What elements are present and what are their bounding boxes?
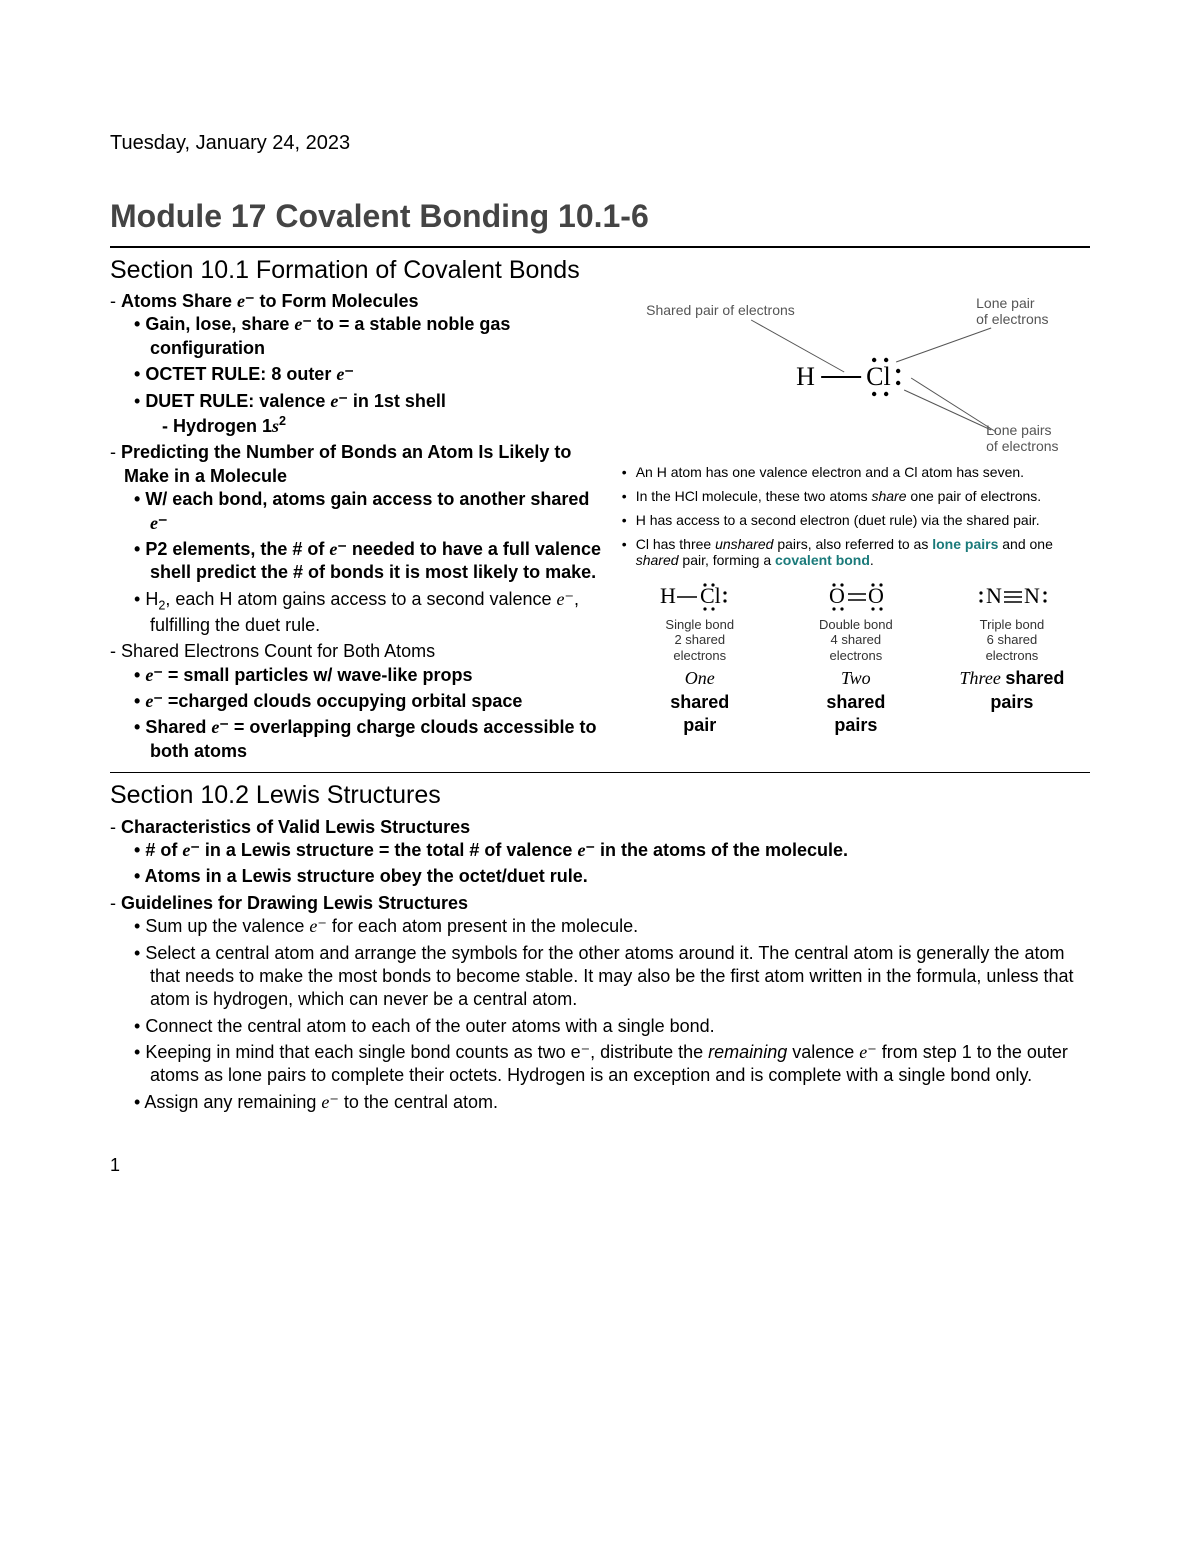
atom-h: H — [796, 362, 815, 391]
topic-atoms-share: Atoms Share e⁻ to Form Molecules Gain, l… — [110, 290, 602, 438]
single-bond-structure: H Cl — [626, 581, 774, 613]
triple-bond-cell: N N Triple bond6 sharedelectrons Three s… — [934, 581, 1090, 738]
topic-guidelines: Guidelines for Drawing Lewis Structures … — [110, 892, 1090, 1115]
topic-predicting-bonds: Predicting the Number of Bonds an Atom I… — [110, 441, 602, 637]
triple-bond-count: Three shared — [938, 667, 1086, 690]
single-bond-desc: Single bond2 sharedelectrons — [626, 617, 774, 664]
hcl-diagram: Shared pair of electrons Lone pair of el… — [622, 290, 1090, 460]
lone-pairs-label-1: Lone pairs — [986, 422, 1051, 438]
triple-bond-desc: Triple bond6 sharedelectrons — [938, 617, 1086, 664]
topic-characteristics: Characteristics of Valid Lewis Structure… — [110, 816, 1090, 889]
section-10-1-title: Section 10.1 Formation of Covalent Bonds — [110, 254, 1090, 287]
page-number: 1 — [110, 1154, 1090, 1177]
bullet: e⁻ = small particles w/ wave-like props — [150, 664, 602, 687]
svg-text:Cl: Cl — [700, 583, 721, 608]
bullet: Shared e⁻ = overlapping charge clouds ac… — [150, 716, 602, 763]
bullet: Gain, lose, share e⁻ to = a stable noble… — [150, 313, 602, 360]
topic-shared-electrons: Shared Electrons Count for Both Atoms e⁻… — [110, 640, 602, 763]
bullet: # of e⁻ in a Lewis structure = the total… — [150, 839, 1090, 862]
lone-pair-label-1: Lone pair — [976, 295, 1035, 311]
section-10-2-title: Section 10.2 Lewis Structures — [110, 779, 1090, 812]
heading-text: Atoms Share e⁻ to Form Molecules — [121, 291, 419, 311]
lone-pairs-label-2: of electrons — [986, 438, 1058, 454]
svg-text:O: O — [868, 583, 884, 608]
bullet: P2 elements, the # of e⁻ needed to have … — [150, 538, 602, 585]
single-bond-count2: sharedpair — [626, 691, 774, 738]
bullet: Atoms in a Lewis structure obey the octe… — [150, 865, 1090, 888]
right-column: Shared pair of electrons Lone pair of el… — [622, 290, 1090, 766]
bullet: Connect the central atom to each of the … — [150, 1015, 1090, 1038]
section-10-2-body: Characteristics of Valid Lewis Structure… — [110, 816, 1090, 1115]
bullet: Assign any remaining e⁻ to the central a… — [150, 1091, 1090, 1114]
section-10-1-body: Atoms Share e⁻ to Form Molecules Gain, l… — [110, 290, 1090, 766]
triple-bond-structure: N N — [938, 581, 1086, 613]
bullet: Select a central atom and arrange the sy… — [150, 942, 1090, 1012]
triple-bond-count2: pairs — [938, 691, 1086, 714]
left-column: Atoms Share e⁻ to Form Molecules Gain, l… — [110, 290, 602, 766]
bullet: e⁻ =charged clouds occupying orbital spa… — [150, 690, 602, 713]
double-bond-desc: Double bond4 sharedelectrons — [782, 617, 930, 664]
bond-types-row: H Cl Single bond2 sharedelectrons One sh… — [622, 581, 1090, 738]
shared-pair-label: Shared pair of electrons — [646, 302, 795, 318]
bullet: OCTET RULE: 8 outer e⁻ — [150, 363, 602, 386]
double-bond-count2: sharedpairs — [782, 691, 930, 738]
note: An H atom has one valence electron and a… — [622, 464, 1090, 480]
svg-text:H: H — [660, 583, 676, 608]
svg-text:N: N — [986, 583, 1002, 608]
lone-pair-label-2: of electrons — [976, 311, 1048, 327]
heading-text: Shared Electrons Count for Both Atoms — [121, 641, 435, 661]
bullet: Sum up the valence e⁻ for each atom pres… — [150, 915, 1090, 938]
module-title: Module 17 Covalent Bonding 10.1-6 — [110, 196, 1090, 238]
date-line: Tuesday, January 24, 2023 — [110, 130, 1090, 156]
heading-text: Characteristics of Valid Lewis Structure… — [121, 817, 470, 837]
heading-text: Predicting the Number of Bonds an Atom I… — [121, 442, 571, 485]
svg-text:N: N — [1024, 583, 1040, 608]
double-bond-structure: O O — [782, 581, 930, 613]
section-divider — [110, 772, 1090, 773]
single-bond-cell: H Cl Single bond2 sharedelectrons One sh… — [622, 581, 778, 738]
bullet: Keeping in mind that each single bond co… — [150, 1041, 1090, 1088]
double-bond-count: Two — [782, 667, 930, 690]
atom-cl: Cl — [866, 362, 891, 391]
sub-bullet: Hydrogen 1s2 — [176, 413, 602, 438]
note: H has access to a second electron (duet … — [622, 512, 1090, 528]
note: Cl has three unshared pairs, also referr… — [622, 536, 1090, 568]
double-bond-cell: O O Double bond4 sharedelectrons Two sha… — [778, 581, 934, 738]
bullet: DUET RULE: valence e⁻ in 1st shell Hydro… — [150, 390, 602, 439]
note: In the HCl molecule, these two atoms sha… — [622, 488, 1090, 504]
title-rule — [110, 246, 1090, 248]
diagram-notes: An H atom has one valence electron and a… — [622, 464, 1090, 568]
bullet: W/ each bond, atoms gain access to anoth… — [150, 488, 602, 535]
single-bond-count: One — [626, 667, 774, 690]
bullet: H2, each H atom gains access to a second… — [150, 588, 602, 637]
heading-text: Guidelines for Drawing Lewis Structures — [121, 893, 468, 913]
svg-text:O: O — [829, 583, 845, 608]
